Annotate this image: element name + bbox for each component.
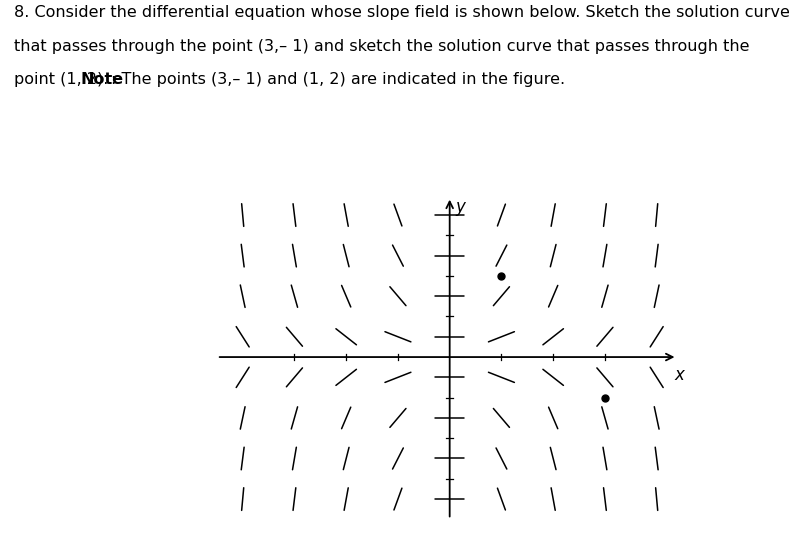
Text: Note: Note [80, 72, 124, 88]
Text: y: y [456, 198, 465, 216]
Text: that passes through the point (3,– 1) and sketch the solution curve that passes : that passes through the point (3,– 1) an… [14, 39, 748, 54]
Text: point (1, 2).: point (1, 2). [14, 72, 113, 88]
Text: 8. Consider the differential equation whose slope field is shown below. Sketch t: 8. Consider the differential equation wh… [14, 5, 788, 21]
Text: : The points (3,– 1) and (1, 2) are indicated in the figure.: : The points (3,– 1) and (1, 2) are indi… [111, 72, 565, 88]
Text: x: x [674, 366, 684, 384]
